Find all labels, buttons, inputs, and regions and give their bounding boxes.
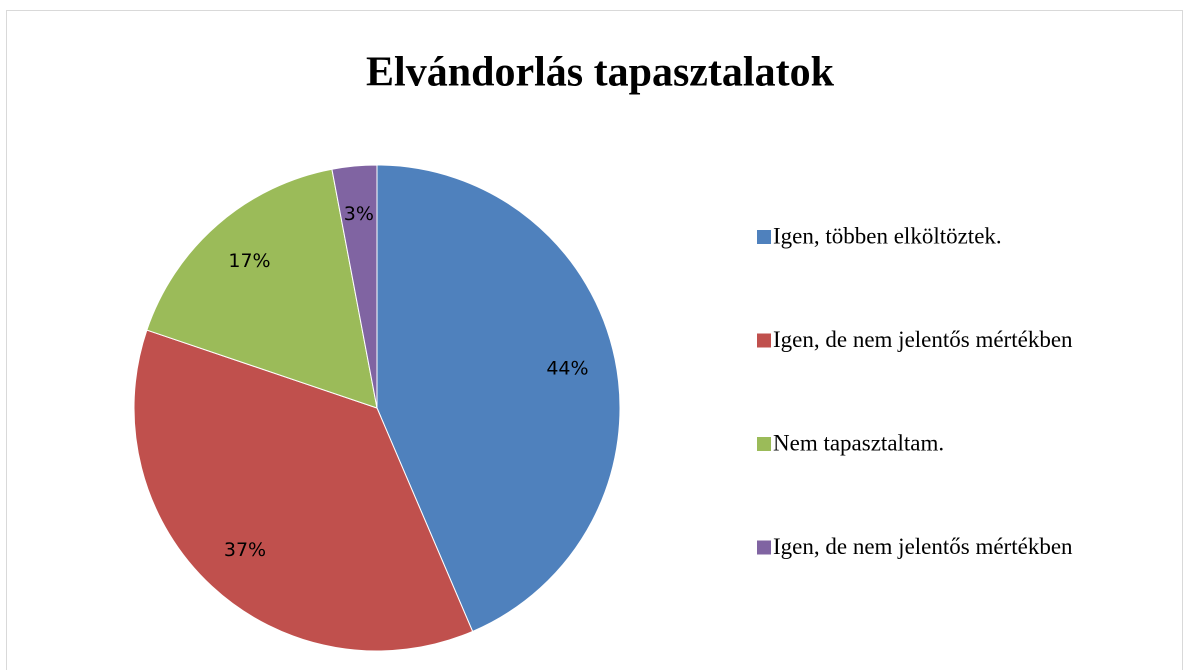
pie-slice bbox=[331, 164, 378, 409]
legend-label: Igen, de nem jelentős mértékben bbox=[773, 534, 1073, 559]
legend-swatch bbox=[757, 230, 771, 244]
data-label: 37% bbox=[224, 539, 266, 561]
pie-slice bbox=[146, 168, 378, 409]
legend-label: Igen, többen elköltöztek. bbox=[773, 223, 1002, 248]
data-label: 3% bbox=[344, 203, 374, 225]
legend-swatch bbox=[757, 540, 771, 555]
chart-title: Elvándorlás tapasztalatok bbox=[366, 50, 835, 96]
legend-label: Nem tapasztaltam. bbox=[773, 430, 944, 455]
data-label: 44% bbox=[546, 357, 588, 379]
legend-swatch bbox=[757, 437, 771, 451]
pie-slice bbox=[376, 164, 621, 633]
legend-swatch bbox=[757, 333, 771, 348]
pie-slice bbox=[133, 329, 474, 652]
legend-label: Igen, de nem jelentős mértékben bbox=[773, 327, 1073, 352]
data-label: 17% bbox=[228, 250, 270, 272]
